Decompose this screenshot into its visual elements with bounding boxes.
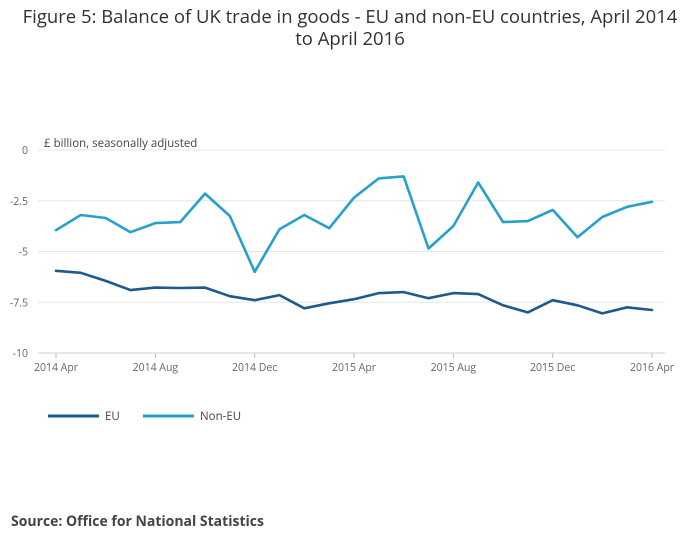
legend: EU Non-EU xyxy=(48,409,241,424)
data-point[interactable] xyxy=(624,304,630,310)
data-point[interactable] xyxy=(202,285,208,291)
data-point[interactable] xyxy=(301,305,307,311)
grid-lines xyxy=(38,149,665,354)
data-point[interactable] xyxy=(550,207,556,213)
data-point[interactable] xyxy=(152,285,158,291)
y-tick-label: -2.5 xyxy=(10,195,28,209)
y-tick-label: -5 xyxy=(19,246,28,260)
data-point[interactable] xyxy=(202,191,208,197)
data-point[interactable] xyxy=(426,295,432,301)
data-point[interactable] xyxy=(326,225,332,231)
y-tick-label: -7.5 xyxy=(10,296,28,310)
data-point[interactable] xyxy=(277,292,283,298)
x-tick-label: 2015 Aug xyxy=(431,361,477,375)
x-tick-label: 2016 Apr xyxy=(630,361,675,375)
data-point[interactable] xyxy=(252,269,258,275)
data-point[interactable] xyxy=(599,214,605,220)
data-point[interactable] xyxy=(575,302,581,308)
data-point[interactable] xyxy=(326,300,332,306)
data-point[interactable] xyxy=(450,290,456,296)
data-point[interactable] xyxy=(376,290,382,296)
data-point[interactable] xyxy=(500,219,506,225)
data-point[interactable] xyxy=(475,179,481,185)
data-point[interactable] xyxy=(351,296,357,302)
x-tick-label: 2014 Apr xyxy=(34,361,79,375)
data-point[interactable] xyxy=(450,223,456,229)
source-note: Source: Office for National Statistics xyxy=(11,512,264,531)
data-point[interactable] xyxy=(649,199,655,205)
data-point[interactable] xyxy=(252,297,258,303)
y-tick-label: 0 xyxy=(22,144,28,158)
data-point[interactable] xyxy=(376,175,382,181)
data-point[interactable] xyxy=(301,212,307,218)
data-point[interactable] xyxy=(475,291,481,297)
y-axis-ticks: 0 -2.5 -5 -7.5 -10 xyxy=(10,144,28,361)
data-point[interactable] xyxy=(550,297,556,303)
series-line-eu xyxy=(54,269,654,315)
data-point[interactable] xyxy=(78,270,84,276)
data-point[interactable] xyxy=(53,268,59,274)
data-point[interactable] xyxy=(525,218,531,224)
data-point[interactable] xyxy=(128,287,134,293)
data-point[interactable] xyxy=(277,226,283,232)
data-point[interactable] xyxy=(53,227,59,233)
data-point[interactable] xyxy=(351,195,357,201)
x-tick-label: 2015 Dec xyxy=(530,361,575,375)
series-line-non-eu xyxy=(54,175,654,274)
series-lines xyxy=(53,173,655,316)
data-point[interactable] xyxy=(227,293,233,299)
data-point[interactable] xyxy=(78,212,84,218)
legend-label-eu[interactable]: EU xyxy=(105,409,120,424)
data-point[interactable] xyxy=(177,285,183,291)
x-tick-label: 2014 Dec xyxy=(232,361,277,375)
data-point[interactable] xyxy=(575,234,581,240)
data-point[interactable] xyxy=(227,213,233,219)
data-point[interactable] xyxy=(500,302,506,308)
x-tick-label: 2015 Apr xyxy=(332,361,377,375)
data-point[interactable] xyxy=(177,219,183,225)
legend-label-non-eu[interactable]: Non-EU xyxy=(200,409,241,424)
x-axis-ticks: 2014 Apr 2014 Aug 2014 Dec 2015 Apr 2015 Aug… xyxy=(34,353,675,375)
y-tick-label: -10 xyxy=(13,347,28,361)
data-point[interactable] xyxy=(525,309,531,315)
data-point[interactable] xyxy=(401,173,407,179)
data-point[interactable] xyxy=(599,310,605,316)
data-point[interactable] xyxy=(401,289,407,295)
data-point[interactable] xyxy=(426,245,432,251)
data-point[interactable] xyxy=(103,278,109,284)
data-point[interactable] xyxy=(103,215,109,221)
x-tick-label: 2014 Aug xyxy=(133,361,179,375)
chart-title: Figure 5: Balance of UK trade in goods -… xyxy=(22,4,678,51)
data-point[interactable] xyxy=(624,204,630,210)
data-point[interactable] xyxy=(152,220,158,226)
data-point[interactable] xyxy=(128,229,134,235)
data-point[interactable] xyxy=(649,307,655,313)
y-axis-label: £ billion, seasonally adjusted xyxy=(44,136,197,151)
